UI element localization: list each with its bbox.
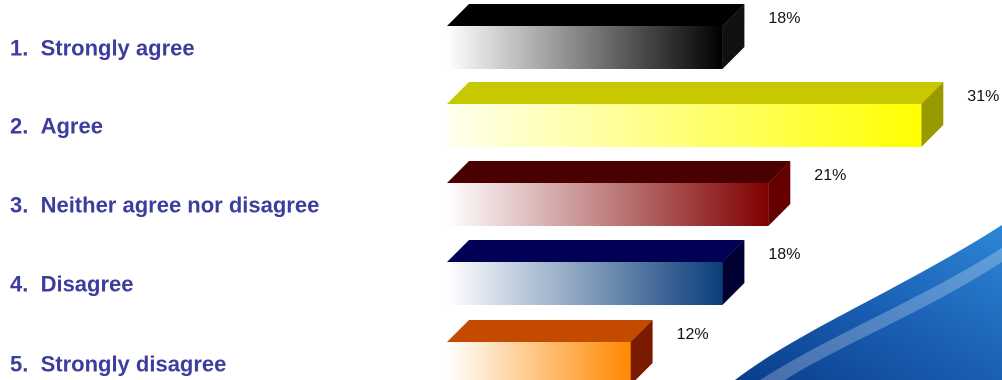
value-label-1: 18% <box>768 10 800 27</box>
bar-top-face <box>447 320 653 342</box>
bar-front-face <box>447 183 769 226</box>
value-label-3: 21% <box>814 167 846 184</box>
bar-front-face <box>447 342 631 380</box>
bar-side-face <box>630 320 653 380</box>
bar-front-face <box>447 262 723 305</box>
category-label-4: 4. Disagree <box>10 272 134 297</box>
category-labels: 1. Strongly agree 2. Agree 3. Neither agre… <box>10 36 319 377</box>
bar-5 <box>447 320 653 380</box>
value-labels: 18% 31% 21% 18% 12% <box>677 10 1000 343</box>
swoosh-shape <box>735 225 1002 380</box>
bar-top-face <box>447 240 745 262</box>
bar-top-face <box>447 4 745 26</box>
value-label-4: 18% <box>768 246 800 263</box>
bars <box>447 4 944 380</box>
bar-side-face <box>722 4 745 69</box>
value-label-2: 31% <box>967 88 999 105</box>
bar-side-face <box>768 161 791 226</box>
bar-side-face <box>921 82 944 147</box>
swoosh-highlight <box>760 248 1002 380</box>
bar-front-face <box>447 104 922 147</box>
bar-top-face <box>447 161 791 183</box>
bar-top-face <box>447 82 944 104</box>
bar-2 <box>447 82 944 147</box>
background-swoosh <box>735 225 1002 380</box>
category-label-3: 3. Neither agree nor disagree <box>10 193 319 218</box>
value-label-5: 12% <box>677 326 709 343</box>
category-label-5: 5. Strongly disagree <box>10 352 226 377</box>
bar-1 <box>447 4 745 69</box>
bar-3 <box>447 161 791 226</box>
bar-front-face <box>447 26 723 69</box>
bar-4 <box>447 240 745 305</box>
bar-side-face <box>722 240 745 305</box>
category-label-2: 2. Agree <box>10 114 103 139</box>
category-label-1: 1. Strongly agree <box>10 36 195 61</box>
